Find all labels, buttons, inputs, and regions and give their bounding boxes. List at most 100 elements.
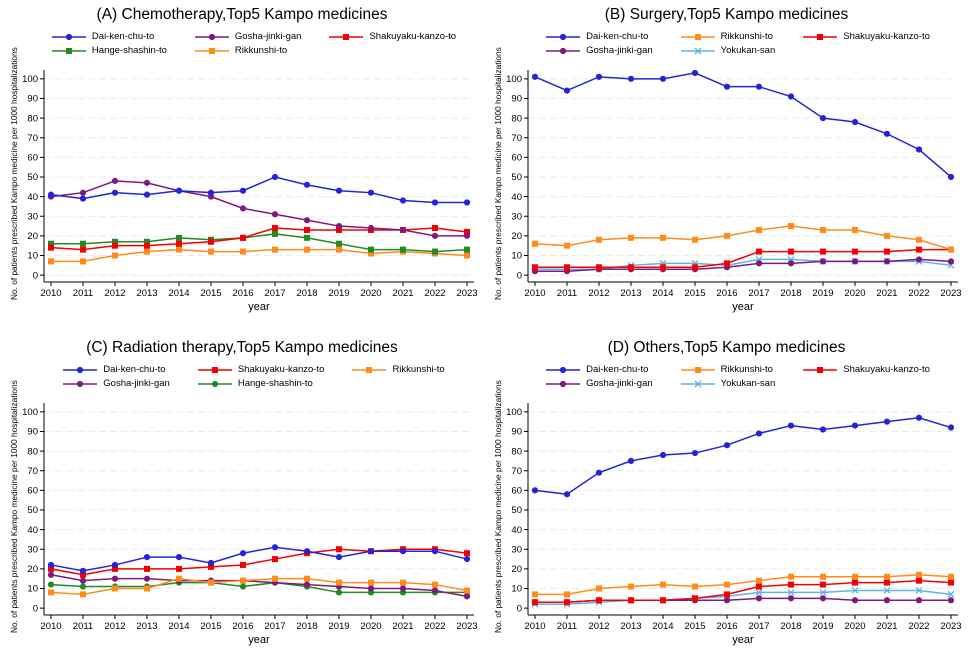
marker-square: [756, 248, 762, 255]
x-tick-label: 2018: [780, 621, 801, 632]
marker-circle: [303, 181, 311, 188]
legend-x-icon: [680, 47, 715, 54]
legend-label: Dai-ken-chu-to: [91, 31, 155, 42]
series-dai-ken-chu-to: [47, 544, 471, 574]
line-chart-b: 0 10 20 30 40 50 60 70 80 90 100 2010 2011 2012 2013 20…: [506, 69, 962, 313]
legend-square-icon: [803, 366, 838, 373]
marker-square: [884, 248, 890, 255]
marker-circle: [111, 575, 119, 582]
x-tick-label: 2013: [620, 621, 641, 632]
marker-square: [596, 236, 602, 243]
x-axis-title: year: [248, 301, 270, 313]
y-tick-label: 0: [33, 270, 38, 281]
marker-square: [176, 240, 182, 247]
marker-circle: [659, 75, 667, 82]
x-tick-label: 2013: [136, 288, 157, 299]
legend-label: Dai-ken-chu-to: [586, 31, 649, 42]
panel-others: (D) Others,Top5 Kampo medicines Dai-ken-…: [484, 333, 969, 666]
legend-label: Shakuyaku-kanzo-to: [237, 364, 325, 375]
y-tick-label: 30: [511, 544, 522, 555]
marker-square: [80, 258, 86, 265]
legend-item-shakuyaku-kanzo-to: Shakuyaku-kanzo-to: [329, 31, 456, 42]
y-tick-label: 60: [511, 153, 522, 164]
marker-square: [724, 581, 730, 588]
legend-square-icon: [680, 33, 715, 40]
marker-square: [628, 597, 634, 604]
marker-square: [176, 565, 182, 572]
line-chart-a: 0 10 20 30 40 50 60 70 80 90 100 2010 2011 2012 2013 20…: [22, 70, 478, 313]
legend-item-dai-ken-chu-to: Dai-ken-chu-to: [63, 364, 170, 375]
marker-circle: [755, 595, 763, 602]
x-tick-label: 2012: [104, 288, 125, 299]
marker-square: [336, 546, 342, 553]
y-tick-label: 20: [27, 231, 38, 242]
series-rikkunshi-to: [48, 575, 470, 598]
marker-circle: [883, 130, 891, 137]
x-tick-label: 2014: [652, 621, 673, 632]
marker-square: [48, 244, 54, 251]
marker-circle: [431, 587, 439, 594]
series-rikkunshi-to: [48, 246, 470, 265]
marker-circle: [787, 422, 795, 429]
x-tick-label: 2021: [876, 621, 897, 632]
marker-square: [432, 248, 438, 255]
marker-square: [48, 240, 54, 247]
legend-item-dai-ken-chu-to: Dai-ken-chu-to: [546, 31, 653, 42]
y-tick-label: 0: [517, 603, 522, 614]
marker-square: [948, 579, 954, 586]
y-tick-label: 60: [27, 486, 38, 497]
marker-circle: [367, 224, 375, 232]
series-gosha-jinki-gan: [531, 256, 955, 275]
legend-square-icon: [51, 47, 86, 54]
marker-circle: [399, 585, 407, 592]
marker-circle: [723, 597, 731, 604]
marker-circle: [335, 589, 343, 596]
marker-circle: [691, 69, 699, 77]
y-tick-label: 10: [511, 251, 522, 262]
marker-circle: [239, 583, 247, 590]
y-tick-label: 60: [511, 486, 522, 497]
legend-item-rikkunshi-to: Rikkunshi-to: [680, 364, 776, 375]
marker-circle: [819, 258, 827, 265]
x-tick-label: 2019: [812, 621, 833, 632]
panel-chemotherapy: (A) Chemotherapy,Top5 Kampo medicines Da…: [0, 0, 484, 333]
marker-square: [144, 565, 150, 572]
x-tick-label: 2012: [104, 621, 125, 632]
marker-square: [852, 579, 858, 586]
marker-square: [724, 260, 730, 267]
x-tick-label: 2011: [73, 621, 93, 632]
marker-circle: [563, 491, 571, 498]
legend-label: Gosha-jinki-gan: [234, 31, 302, 42]
chart-title-c: (C) Radiation therapy,Top5 Kampo medicin…: [86, 339, 398, 356]
y-tick-label: 40: [511, 192, 522, 203]
marker-square: [144, 238, 150, 245]
legend-item-shakuyaku-kanzo-to: Shakuyaku-kanzo-to: [803, 364, 930, 375]
legend-item-gosha-jinki-gan: Gosha-jinki-gan: [546, 378, 653, 389]
marker-circle: [303, 548, 311, 555]
marker-circle: [947, 258, 955, 265]
x-tick-label: 2023: [940, 288, 961, 299]
marker-square: [176, 234, 182, 241]
marker-square: [343, 33, 350, 40]
legend-circle-icon: [546, 380, 581, 387]
marker-square: [240, 561, 246, 568]
marker-circle: [851, 118, 859, 126]
marker-circle: [531, 73, 539, 80]
y-tick-label: 20: [511, 231, 522, 242]
y-tick-label: 100: [506, 74, 522, 85]
marker-square: [464, 252, 470, 259]
marker-square: [692, 264, 698, 271]
marker-square: [464, 228, 470, 235]
y-tick-label: 40: [511, 525, 522, 536]
series-dai-ken-chu-to: [531, 69, 955, 181]
marker-circle: [851, 597, 859, 604]
marker-square: [464, 246, 470, 253]
legend-label: Hange-shashin-to: [91, 45, 167, 56]
legend-d: Dai-ken-chu-to Rikkunshi-to Shakuyaku-kanz…: [522, 364, 954, 389]
marker-circle: [627, 457, 635, 465]
marker-square: [884, 579, 890, 586]
series-dai-ken-chu-to: [531, 414, 955, 498]
marker-circle: [47, 581, 55, 588]
marker-square: [756, 226, 762, 233]
x-tick-label: 2023: [940, 621, 961, 632]
